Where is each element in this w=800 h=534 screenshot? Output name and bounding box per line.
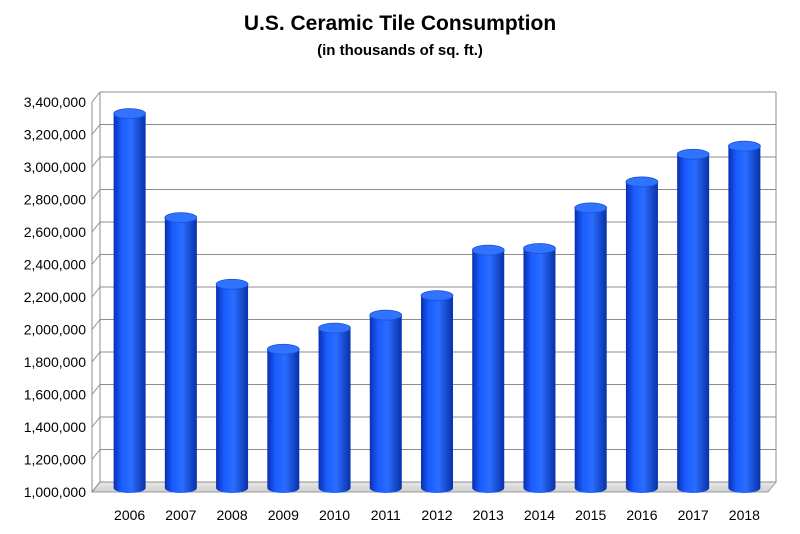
y-tick-label: 2,600,000: [24, 224, 86, 240]
x-tick-label: 2010: [319, 507, 350, 523]
gridline-side: [91, 189, 101, 200]
y-tick-label: 2,400,000: [24, 257, 86, 273]
gridline-side: [91, 91, 101, 103]
bar-body: [421, 295, 453, 493]
x-tick-label: 2011: [371, 507, 401, 523]
bar-cap: [318, 322, 351, 334]
gridline-side: [91, 156, 101, 168]
bar: [164, 212, 198, 493]
bar-cap: [420, 290, 454, 302]
bar: [676, 148, 710, 493]
y-tick-label: 3,200,000: [24, 127, 86, 143]
bar-cap: [727, 140, 761, 152]
bar-cap: [215, 278, 249, 290]
bar-cap: [625, 176, 659, 188]
bar-body: [267, 349, 300, 493]
bar: [574, 202, 608, 493]
bar-body: [574, 207, 607, 493]
bar: [523, 243, 556, 493]
bar: [625, 176, 659, 493]
bar: [471, 244, 505, 493]
y-tick-label: 1,200,000: [24, 452, 86, 468]
bar-body: [523, 248, 556, 493]
bar: [420, 290, 454, 493]
x-tick-label: 2014: [524, 507, 555, 523]
bar-body: [369, 315, 402, 493]
bar-body: [625, 181, 658, 493]
bar-cap: [523, 243, 556, 254]
gridline-side: [91, 351, 101, 363]
x-tick-label: 2008: [216, 507, 247, 523]
chart-subtitle: (in thousands of sq. ft.): [317, 42, 483, 59]
y-tick-label: 2,800,000: [24, 192, 86, 208]
bar-cap: [574, 202, 608, 214]
x-tick-label: 2006: [114, 507, 145, 523]
y-tick-label: 1,600,000: [24, 387, 86, 403]
y-axis-ticks: 1,000,000 1,200,000 1,400,000 1,600,000 1,80…: [24, 94, 86, 500]
x-tick-label: 2012: [421, 507, 452, 523]
bar-body: [728, 146, 761, 493]
x-tick-label: 2015: [575, 507, 606, 523]
y-tick-label: 1,800,000: [24, 354, 86, 370]
y-tick-label: 2,000,000: [24, 322, 86, 338]
chart-title: U.S. Ceramic Tile Consumption: [244, 12, 556, 35]
x-tick-label: 2018: [729, 507, 760, 523]
y-tick-label: 1,000,000: [24, 484, 86, 500]
bar-body: [113, 113, 146, 493]
bar-cap: [676, 148, 710, 160]
bar-body: [472, 250, 505, 493]
bar-cap: [369, 309, 403, 321]
bar-cap: [471, 244, 505, 256]
bar: [369, 309, 403, 493]
y-tick-label: 2,200,000: [24, 289, 86, 305]
x-tick-label: 2017: [678, 507, 709, 523]
bar: [318, 322, 351, 493]
bars: [113, 108, 761, 493]
y-tick-label: 3,400,000: [24, 94, 86, 110]
bar: [727, 140, 761, 493]
y-tick-label: 1,400,000: [24, 419, 86, 435]
gridline-side: [91, 481, 101, 493]
bar-body: [216, 284, 249, 493]
bar-cap: [113, 108, 147, 120]
y-tick-label: 3,000,000: [24, 159, 86, 175]
x-tick-label: 2016: [626, 507, 657, 523]
bar-body: [164, 217, 197, 493]
gridline-side: [91, 254, 101, 265]
x-axis-ticks: 2006 2007 2008 2009 2010 2011 2012 2013 2014 2015…: [114, 507, 760, 523]
bar: [113, 108, 147, 493]
x-tick-label: 2013: [473, 507, 504, 523]
bar: [215, 278, 249, 493]
bar-body: [677, 154, 710, 493]
gridline-side: [91, 124, 101, 135]
gridline-side: [91, 384, 101, 395]
bar-body: [318, 328, 351, 493]
bar-cap: [266, 343, 300, 355]
gridline-side: [91, 221, 101, 233]
gridline-side: [91, 286, 101, 298]
x-tick-label: 2007: [165, 507, 196, 523]
gridline-side: [91, 449, 101, 460]
x-tick-label: 2009: [268, 507, 299, 523]
bar-cap: [164, 212, 198, 224]
gridline-side: [91, 319, 101, 330]
gridline-side: [91, 416, 101, 428]
bar: [266, 343, 300, 493]
